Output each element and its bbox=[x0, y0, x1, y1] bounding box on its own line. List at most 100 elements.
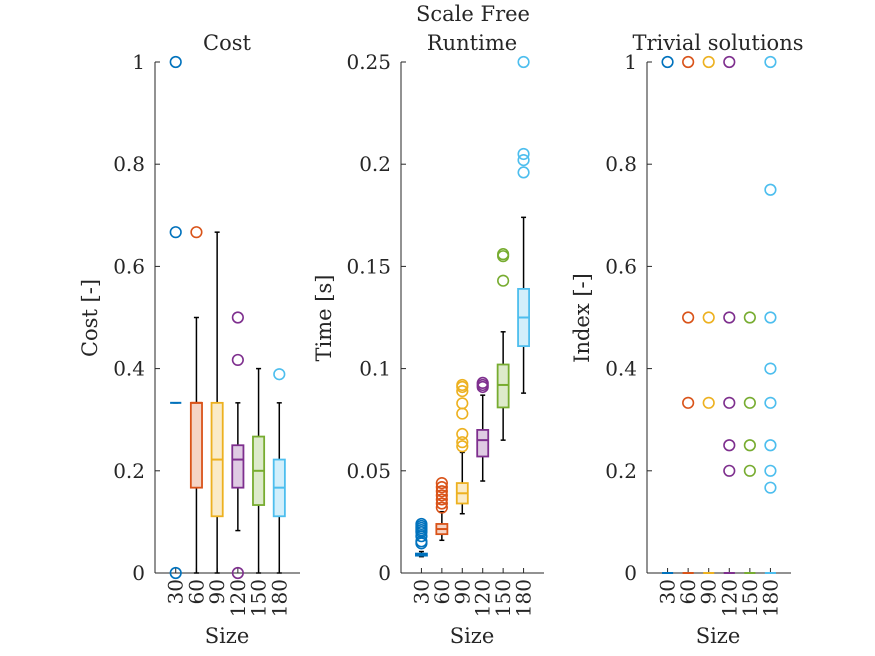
runtime-title: Runtime bbox=[427, 31, 517, 55]
trivial-outlier bbox=[764, 464, 777, 477]
runtime-outlier bbox=[476, 376, 489, 390]
trivial-ytick-label: 0.6 bbox=[605, 254, 637, 278]
cost-box bbox=[189, 401, 203, 489]
runtime-outlier bbox=[497, 248, 510, 261]
cost-outlier bbox=[190, 226, 203, 239]
runtime-outlier bbox=[435, 485, 448, 498]
runtime-xtick-label: 90 bbox=[450, 579, 474, 604]
runtime-outlier bbox=[517, 154, 530, 167]
runtime-box bbox=[476, 429, 490, 458]
trivial-outlier bbox=[743, 396, 756, 409]
runtime-outlier bbox=[456, 397, 469, 410]
runtime-outlier bbox=[435, 501, 448, 514]
runtime-ytick-label: 0 bbox=[378, 561, 391, 585]
trivial-outlier bbox=[702, 311, 715, 324]
cost-ytick-label: 0.4 bbox=[113, 357, 145, 381]
trivial-outlier bbox=[723, 464, 736, 477]
cost-xtick-label: 120 bbox=[226, 579, 250, 617]
trivial-xtick-label: 120 bbox=[717, 579, 741, 617]
trivial-outlier bbox=[764, 183, 777, 196]
trivial-outlier bbox=[764, 396, 777, 409]
trivial-outlier bbox=[723, 311, 736, 324]
runtime-outlier bbox=[435, 476, 448, 490]
trivial-outlier bbox=[682, 311, 695, 324]
trivial-outlier bbox=[702, 396, 715, 409]
cost-box bbox=[231, 444, 245, 489]
cost-outlier bbox=[169, 226, 182, 239]
runtime-outlier bbox=[456, 436, 469, 449]
trivial-xlabel: Size bbox=[696, 624, 741, 648]
cost-outlier bbox=[231, 353, 244, 367]
runtime-outlier bbox=[435, 497, 448, 510]
trivial-outlier bbox=[764, 55, 777, 69]
cost-ytick-label: 0.2 bbox=[113, 459, 145, 483]
runtime-ytick-label: 0.2 bbox=[359, 152, 391, 176]
trivial-outlier bbox=[661, 55, 674, 69]
trivial-ytick-label: 0.2 bbox=[605, 459, 637, 483]
trivial-outlier bbox=[743, 464, 756, 477]
trivial-outlier bbox=[682, 396, 695, 409]
cost-xtick-label: 150 bbox=[247, 579, 271, 617]
runtime-xtick-label: 30 bbox=[409, 579, 433, 604]
cost-ytick-label: 0.8 bbox=[113, 152, 145, 176]
runtime-outlier bbox=[435, 481, 448, 494]
runtime-ylabel: Time [s] bbox=[312, 275, 336, 362]
cost-xtick-label: 90 bbox=[205, 579, 229, 604]
runtime-xtick-label: 150 bbox=[491, 579, 515, 617]
runtime-ytick-label: 0.15 bbox=[346, 254, 391, 278]
runtime-outlier bbox=[517, 166, 530, 179]
trivial-outlier bbox=[682, 55, 695, 69]
cost-ytick-label: 0.6 bbox=[113, 254, 145, 278]
trivial-outlier bbox=[723, 396, 736, 409]
runtime-panel: Runtime 0 0.05 0.1 0.15 0.2 0.25 3060901201501… bbox=[312, 31, 544, 648]
trivial-ylabel: Index [-] bbox=[570, 273, 594, 363]
trivial-ytick-label: 0 bbox=[624, 561, 637, 585]
cost-xtick-label: 180 bbox=[267, 579, 291, 617]
cost-ytick-label: 1 bbox=[132, 50, 145, 74]
trivial-outlier bbox=[743, 311, 756, 324]
trivial-outlier bbox=[764, 362, 777, 375]
runtime-outlier bbox=[517, 55, 530, 69]
cost-outlier bbox=[169, 566, 182, 580]
trivial-xtick-label: 30 bbox=[656, 579, 680, 604]
runtime-box bbox=[496, 363, 510, 409]
runtime-ytick-label: 0.05 bbox=[346, 459, 391, 483]
runtime-xlabel: Size bbox=[450, 624, 495, 648]
runtime-outlier bbox=[517, 147, 530, 161]
trivial-outlier bbox=[743, 439, 756, 452]
trivial-title: Trivial solutions bbox=[632, 31, 803, 55]
trivial-xtick-label: 150 bbox=[738, 579, 762, 617]
trivial-xtick-label: 60 bbox=[676, 579, 700, 604]
runtime-outlier bbox=[456, 440, 469, 453]
runtime-outlier bbox=[456, 427, 469, 441]
cost-ytick-label: 0 bbox=[132, 561, 145, 585]
cost-ylabel: Cost [-] bbox=[78, 279, 102, 357]
figure-suptitle: Scale Free bbox=[416, 2, 530, 26]
runtime-outlier bbox=[497, 274, 510, 287]
runtime-xtick-label: 60 bbox=[430, 579, 454, 604]
cost-outlier bbox=[231, 566, 244, 580]
trivial-outlier bbox=[764, 481, 777, 494]
runtime-outlier bbox=[456, 407, 469, 420]
runtime-xtick-label: 180 bbox=[512, 579, 536, 617]
runtime-outlier bbox=[435, 489, 448, 502]
cost-xtick-label: 30 bbox=[164, 579, 188, 604]
runtime-outlier bbox=[435, 493, 448, 506]
trivial-outlier bbox=[764, 439, 777, 452]
trivial-ytick-label: 0.4 bbox=[605, 357, 637, 381]
trivial-xtick-label: 90 bbox=[697, 579, 721, 604]
trivial-ytick-label: 0.8 bbox=[605, 152, 637, 176]
runtime-outlier bbox=[456, 378, 469, 392]
trivial-outlier bbox=[723, 439, 736, 452]
runtime-ytick-label: 0.1 bbox=[359, 357, 391, 381]
trivial-outlier bbox=[702, 55, 715, 69]
cost-title: Cost bbox=[203, 31, 251, 55]
trivial-ytick-label: 1 bbox=[624, 50, 637, 74]
runtime-outlier bbox=[456, 384, 469, 398]
trivial-outlier bbox=[764, 311, 777, 324]
cost-outlier bbox=[231, 311, 244, 324]
